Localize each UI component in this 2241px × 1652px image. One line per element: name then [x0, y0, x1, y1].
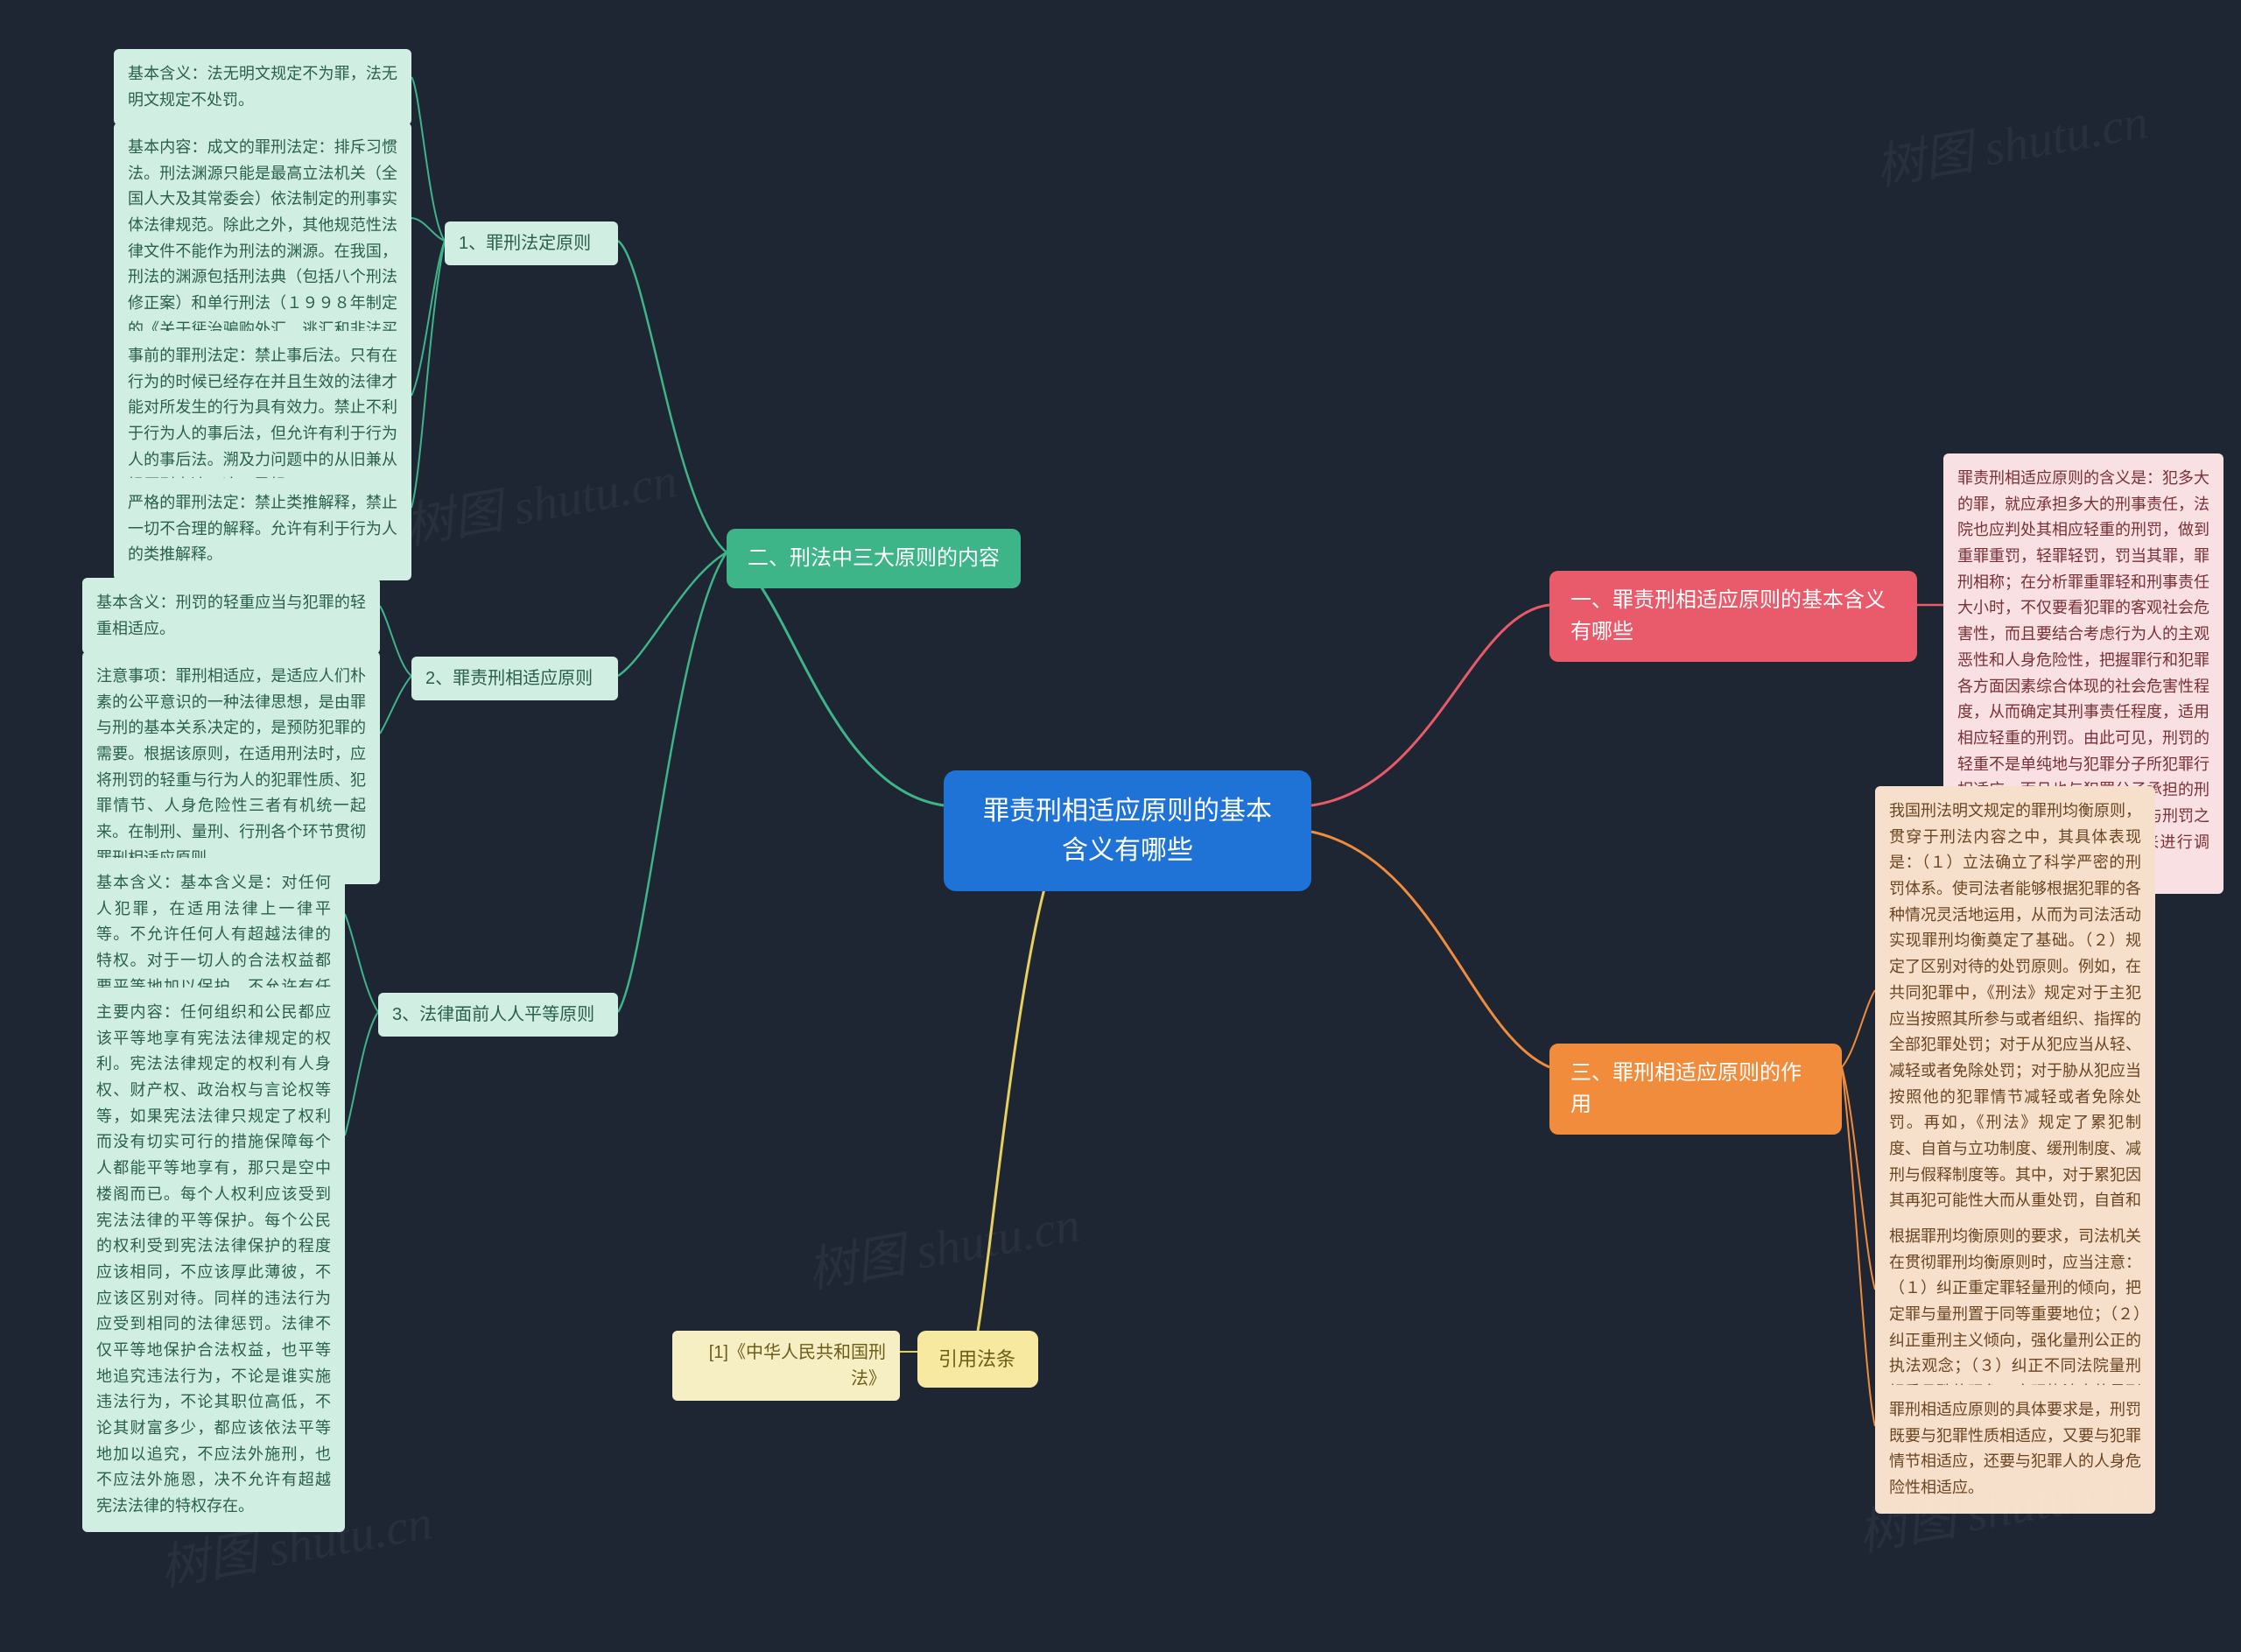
branch-4-leaf-0: [1]《中华人民共和国刑法》: [672, 1331, 900, 1401]
branch-2-sub-1-leaf-1: 注意事项：罪刑相适应，是适应人们朴素的公平意识的一种法律思想，是由罪与刑的基本关…: [82, 651, 380, 884]
branch-2-sub-0-leaf-3: 严格的罪刑法定：禁止类推解释，禁止一切不合理的解释。允许有利于行为人的类推解释。: [114, 478, 411, 580]
watermark: 树图 shutu.cn: [1869, 81, 2153, 199]
branch-2-sub-1-leaf-0: 基本含义：刑罚的轻重应当与犯罪的轻重相适应。: [82, 578, 380, 654]
branch-1: 一、罪责刑相适应原则的基本含义有哪些: [1549, 571, 1917, 662]
watermark: 树图 shutu.cn: [398, 440, 682, 558]
branch-3: 三、罪刑相适应原则的作用: [1549, 1044, 1842, 1135]
watermark: 树图 shutu.cn: [801, 1185, 1085, 1302]
branch-2-sub-0-leaf-0: 基本含义：法无明文规定不为罪，法无明文规定不处罚。: [114, 49, 411, 125]
branch-2-sub-2-leaf-1: 主要内容：任何组织和公民都应该平等地享有宪法法律规定的权利。宪法法律规定的权利有…: [82, 988, 345, 1532]
branch-2-sub-0: 1、罪刑法定原则: [445, 221, 618, 265]
center-node: 罪责刑相适应原则的基本含义有哪些: [944, 770, 1311, 891]
branch-2-sub-2: 3、法律面前人人平等原则: [378, 993, 618, 1037]
branch-2: 二、刑法中三大原则的内容: [727, 529, 1021, 588]
branch-4: 引用法条: [917, 1331, 1038, 1388]
branch-3-leaf-2: 罪刑相适应原则的具体要求是，刑罚既要与犯罪性质相适应，又要与犯罪情节相适应，还要…: [1875, 1385, 2155, 1514]
branch-2-sub-1: 2、罪责刑相适应原则: [411, 657, 618, 700]
